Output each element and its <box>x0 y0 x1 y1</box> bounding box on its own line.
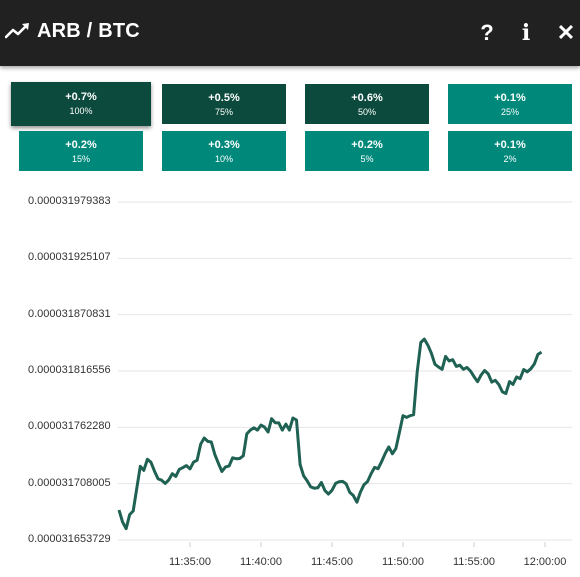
tile-change: +0.5% <box>208 92 240 104</box>
tile-label: 5% <box>360 154 374 164</box>
y-tick-label: 0.000031708005 <box>28 476 111 489</box>
tile-change: +0.1% <box>494 139 526 151</box>
close-icon[interactable]: ✕ <box>556 20 576 45</box>
tile-5[interactable]: +0.2% 5% <box>305 131 429 171</box>
y-tick-label: 0.000031816556 <box>28 364 111 376</box>
tile-100[interactable]: +0.7% 100% <box>11 82 151 126</box>
x-tick-label: 12:00:00 <box>523 556 567 568</box>
tile-75[interactable]: +0.5% 75% <box>162 84 286 124</box>
change-tiles: +0.7% 100% +0.5% 75% +0.6% 50% +0.1% 25%… <box>0 66 580 176</box>
tile-change: +0.3% <box>208 139 240 151</box>
tile-change: +0.1% <box>494 92 526 104</box>
tile-label: 15% <box>71 154 90 164</box>
tile-label: 100% <box>69 106 93 116</box>
y-tick-label: 0.000031979383 <box>28 195 111 207</box>
tile-change: +0.2% <box>351 139 383 151</box>
y-tick-label: 0.000031653729 <box>28 533 111 545</box>
price-series-line <box>117 337 543 531</box>
app-header: ARB / BTC ? i ✕ <box>0 0 580 66</box>
trending-up-icon <box>5 23 29 39</box>
x-tick-label: 11:45:00 <box>310 556 354 568</box>
tile-15[interactable]: +0.2% 15% <box>19 131 143 171</box>
info-icon[interactable]: i <box>521 20 531 46</box>
tile-label: 25% <box>500 107 519 117</box>
tile-change: +0.2% <box>65 139 97 151</box>
tile-change: +0.6% <box>351 92 383 104</box>
x-tick-label: 11:40:00 <box>239 556 283 568</box>
price-chart: 0.000031979383 0.000031925107 0.0000318708… <box>0 176 580 577</box>
y-tick-label: 0.000031762280 <box>28 420 111 433</box>
page-title: ARB / BTC <box>37 20 140 42</box>
tile-25[interactable]: +0.1% 25% <box>448 84 572 124</box>
tile-label: 2% <box>503 154 517 164</box>
price-chart-plot <box>117 201 572 547</box>
help-icon[interactable]: ? <box>480 20 494 45</box>
y-tick-label: 0.000031870831 <box>28 307 111 320</box>
tile-label: 75% <box>214 107 233 117</box>
tile-label: 50% <box>357 107 376 117</box>
x-tick-label: 11:55:00 <box>452 556 496 568</box>
x-tick-label: 11:50:00 <box>381 556 425 568</box>
tile-2[interactable]: +0.1% 2% <box>448 131 572 171</box>
tile-10[interactable]: +0.3% 10% <box>162 131 286 171</box>
y-tick-label: 0.000031925107 <box>28 251 111 264</box>
tile-50[interactable]: +0.6% 50% <box>305 84 429 124</box>
tile-label: 10% <box>214 154 233 164</box>
tile-change: +0.7% <box>65 91 97 103</box>
x-tick-label: 11:35:00 <box>168 556 212 568</box>
